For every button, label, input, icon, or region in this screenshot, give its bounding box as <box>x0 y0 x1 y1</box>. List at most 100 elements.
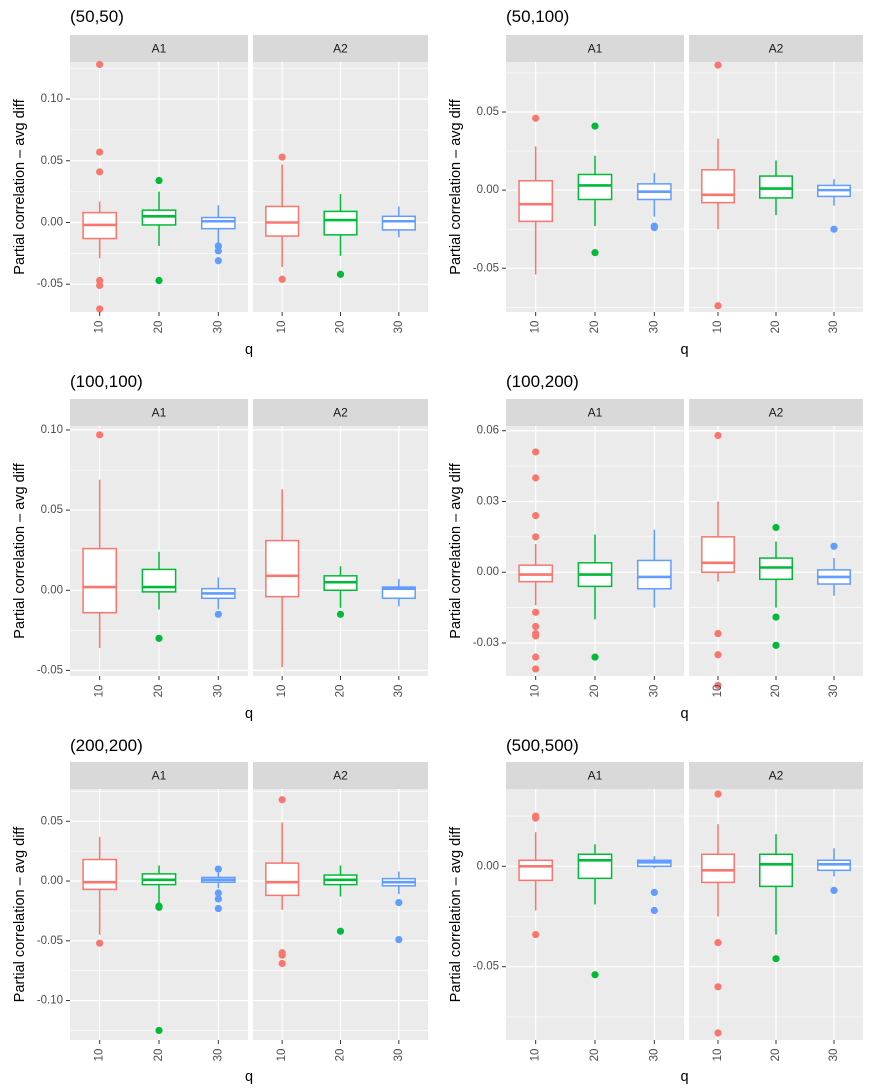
x-tick-label: 30 <box>648 321 660 334</box>
boxplot-q20 <box>759 523 793 649</box>
facet-strip <box>253 399 428 426</box>
boxplot-q30 <box>381 206 416 238</box>
outlier-point <box>96 431 104 439</box>
facet-a1: A1 10 20 30 <box>70 762 248 1061</box>
y-tick-label: 0.05 <box>41 155 63 167</box>
y-tick-label: 0.06 <box>477 425 499 437</box>
facet-a1: A1 10 20 30 <box>70 399 248 697</box>
boxplot-q30 <box>200 577 236 618</box>
boxplot-q10 <box>518 812 554 939</box>
boxplot-q10 <box>518 448 554 673</box>
x-tick-label: 20 <box>589 685 601 698</box>
facet-strip-label: A1 <box>152 42 167 56</box>
boxplot-q10 <box>82 60 118 313</box>
facet-a2: A2 10 20 30 <box>689 35 863 333</box>
boxplot-q10 <box>265 796 300 968</box>
x-tick-label: 20 <box>770 1049 782 1062</box>
chart-1: (50,100) Partial correlation – avg diff q -… <box>448 7 863 358</box>
x-tick-label: 10 <box>530 321 542 334</box>
facet-a1: A1 10 20 30 <box>506 762 684 1061</box>
outlier-point <box>532 653 540 661</box>
outlier-point <box>714 1029 722 1037</box>
outlier-point <box>214 895 222 903</box>
boxplot-q30 <box>200 205 236 265</box>
x-axis-label: q <box>245 1069 253 1085</box>
boxplot-q30 <box>817 179 851 233</box>
chart-2: (100,100) Partial correlation – avg diff q… <box>12 372 428 722</box>
y-tick-label: -0.05 <box>37 278 63 290</box>
iqr-box <box>381 215 416 231</box>
boxplot-q20 <box>577 534 613 661</box>
outlier-point <box>830 542 838 550</box>
outlier-point <box>714 939 722 947</box>
boxplot-q10 <box>82 431 118 648</box>
chart-title: (50,50) <box>70 7 124 26</box>
y-tick-label: -0.05 <box>37 664 63 676</box>
y-tick-label: -0.05 <box>37 935 63 947</box>
x-tick-label: 10 <box>712 321 724 334</box>
y-tick-label: 0.05 <box>41 815 63 827</box>
facet-strip <box>253 35 428 62</box>
x-tick-label: 20 <box>589 321 601 334</box>
iqr-box <box>577 853 613 880</box>
facet-a2: A2 10 20 30 <box>253 35 428 333</box>
outlier-point <box>155 903 163 911</box>
outlier-point <box>650 224 658 232</box>
outlier-point <box>214 904 222 913</box>
chart-title: (50,100) <box>506 7 569 26</box>
y-axis-label: Partial correlation – avg diff <box>12 826 28 1002</box>
x-tick-label: 20 <box>770 321 782 334</box>
outlier-point <box>772 613 780 621</box>
chart-0: (50,50) Partial correlation – avg diff q -0… <box>12 7 428 358</box>
x-tick-label: 10 <box>94 685 106 698</box>
outlier-point <box>395 898 403 907</box>
facet-strip <box>70 399 248 426</box>
outlier-point <box>532 448 540 456</box>
facet-a1: A1 10 20 30 <box>506 35 684 333</box>
outlier-point <box>532 665 540 673</box>
outlier-point <box>650 888 658 897</box>
boxplot-q30 <box>200 865 236 913</box>
y-axis-label: Partial correlation – avg diff <box>448 462 464 638</box>
facet-strip-label: A2 <box>333 406 348 420</box>
x-tick-label: 10 <box>94 1049 106 1062</box>
boxplot-q10 <box>518 114 554 275</box>
facet-strip <box>689 762 863 789</box>
x-tick-label: 20 <box>335 321 347 334</box>
outlier-point <box>278 275 286 283</box>
outlier-point <box>591 122 599 130</box>
boxplot-q10 <box>265 489 300 668</box>
boxplot-q20 <box>759 160 793 216</box>
iqr-box <box>759 853 793 888</box>
iqr-box <box>636 559 672 590</box>
y-tick-label: 0.00 <box>41 216 63 228</box>
outlier-point <box>772 955 780 963</box>
outlier-point <box>714 302 722 310</box>
chart-5: (500,500) Partial correlation – avg diff q… <box>448 736 863 1085</box>
outlier-point <box>532 930 540 939</box>
y-axis-label: Partial correlation – avg diff <box>448 826 464 1002</box>
facet-strip-label: A1 <box>588 406 603 420</box>
x-tick-label: 10 <box>276 321 288 334</box>
x-axis-label: q <box>680 342 688 358</box>
y-tick-label: 0.00 <box>477 184 499 196</box>
outlier-point <box>830 886 838 895</box>
y-tick-label: 0.10 <box>41 424 63 436</box>
outlier-point <box>830 225 838 233</box>
outlier-point <box>532 622 540 631</box>
outlier-point <box>714 61 722 69</box>
facet-strip-label: A2 <box>333 42 348 56</box>
outlier-point <box>214 889 222 897</box>
outlier-point <box>532 474 540 482</box>
iqr-box <box>265 539 300 598</box>
chart-4: (200,200) Partial correlation – avg diff q… <box>12 736 428 1085</box>
facet-a2: A2 10 20 30 <box>689 399 863 697</box>
outlier-point <box>278 153 286 161</box>
y-tick-label: 0.00 <box>477 860 499 872</box>
facet-strip <box>253 762 428 789</box>
iqr-box <box>265 862 300 897</box>
facet-strip-label: A2 <box>769 42 784 56</box>
outlier-point <box>532 512 540 520</box>
x-tick-label: 10 <box>276 1049 288 1062</box>
